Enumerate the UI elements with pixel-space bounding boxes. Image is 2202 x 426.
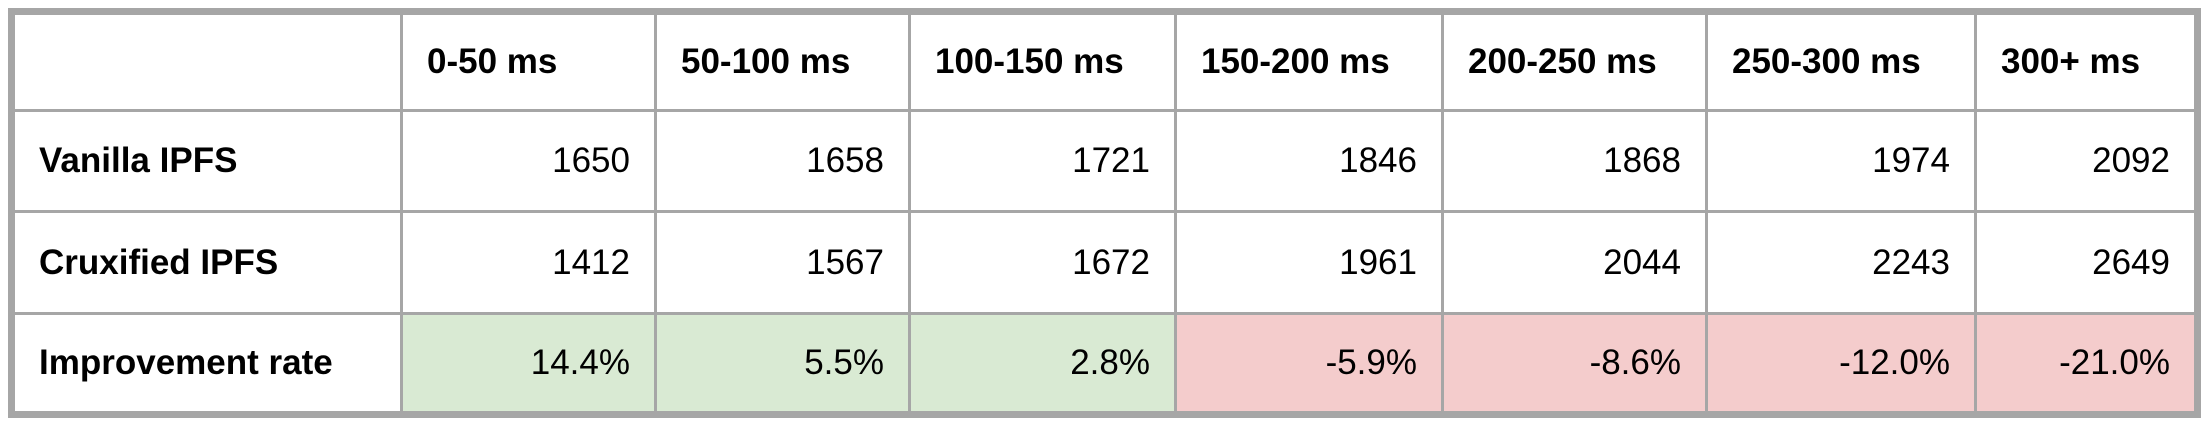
table-cell: 2092: [1974, 109, 2199, 214]
table-cell: 2243: [1705, 210, 1977, 315]
improvement-cell: 5.5%: [654, 311, 911, 417]
table-cell: 1846: [1174, 109, 1444, 214]
table-cell: 1974: [1705, 109, 1977, 214]
column-header: 50-100 ms: [654, 9, 911, 113]
table-row: Vanilla IPFS 1650 1658 1721 1846 1868 19…: [10, 109, 2199, 214]
column-header: 200-250 ms: [1441, 9, 1708, 113]
table-cell: 1658: [654, 109, 911, 214]
improvement-cell: -8.6%: [1441, 311, 1708, 417]
improvement-cell: 2.8%: [908, 311, 1177, 417]
table-row: Cruxified IPFS 1412 1567 1672 1961 2044 …: [10, 210, 2199, 315]
table-cell: 1672: [908, 210, 1177, 315]
improvement-cell: 14.4%: [400, 311, 657, 417]
latency-comparison-table: 0-50 ms 50-100 ms 100-150 ms 150-200 ms …: [8, 8, 2201, 418]
row-label: Cruxified IPFS: [10, 210, 403, 315]
table-cell: 1721: [908, 109, 1177, 214]
header-row: 0-50 ms 50-100 ms 100-150 ms 150-200 ms …: [10, 9, 2199, 113]
table-row: Improvement rate 14.4% 5.5% 2.8% -5.9% -…: [10, 311, 2199, 417]
column-header: 0-50 ms: [400, 9, 657, 113]
table-cell: 1868: [1441, 109, 1708, 214]
improvement-cell: -12.0%: [1705, 311, 1977, 417]
column-header: 150-200 ms: [1174, 9, 1444, 113]
row-label: Vanilla IPFS: [10, 109, 403, 214]
table-cell: 2044: [1441, 210, 1708, 315]
table-cell: 1567: [654, 210, 911, 315]
table-cell: 1412: [400, 210, 657, 315]
table-cell: 2649: [1974, 210, 2199, 315]
column-header: 100-150 ms: [908, 9, 1177, 113]
column-header: 300+ ms: [1974, 9, 2199, 113]
corner-cell: [10, 9, 403, 113]
table-cell: 1650: [400, 109, 657, 214]
row-label: Improvement rate: [10, 311, 403, 417]
table-cell: 1961: [1174, 210, 1444, 315]
column-header: 250-300 ms: [1705, 9, 1977, 113]
improvement-cell: -21.0%: [1974, 311, 2199, 417]
improvement-cell: -5.9%: [1174, 311, 1444, 417]
